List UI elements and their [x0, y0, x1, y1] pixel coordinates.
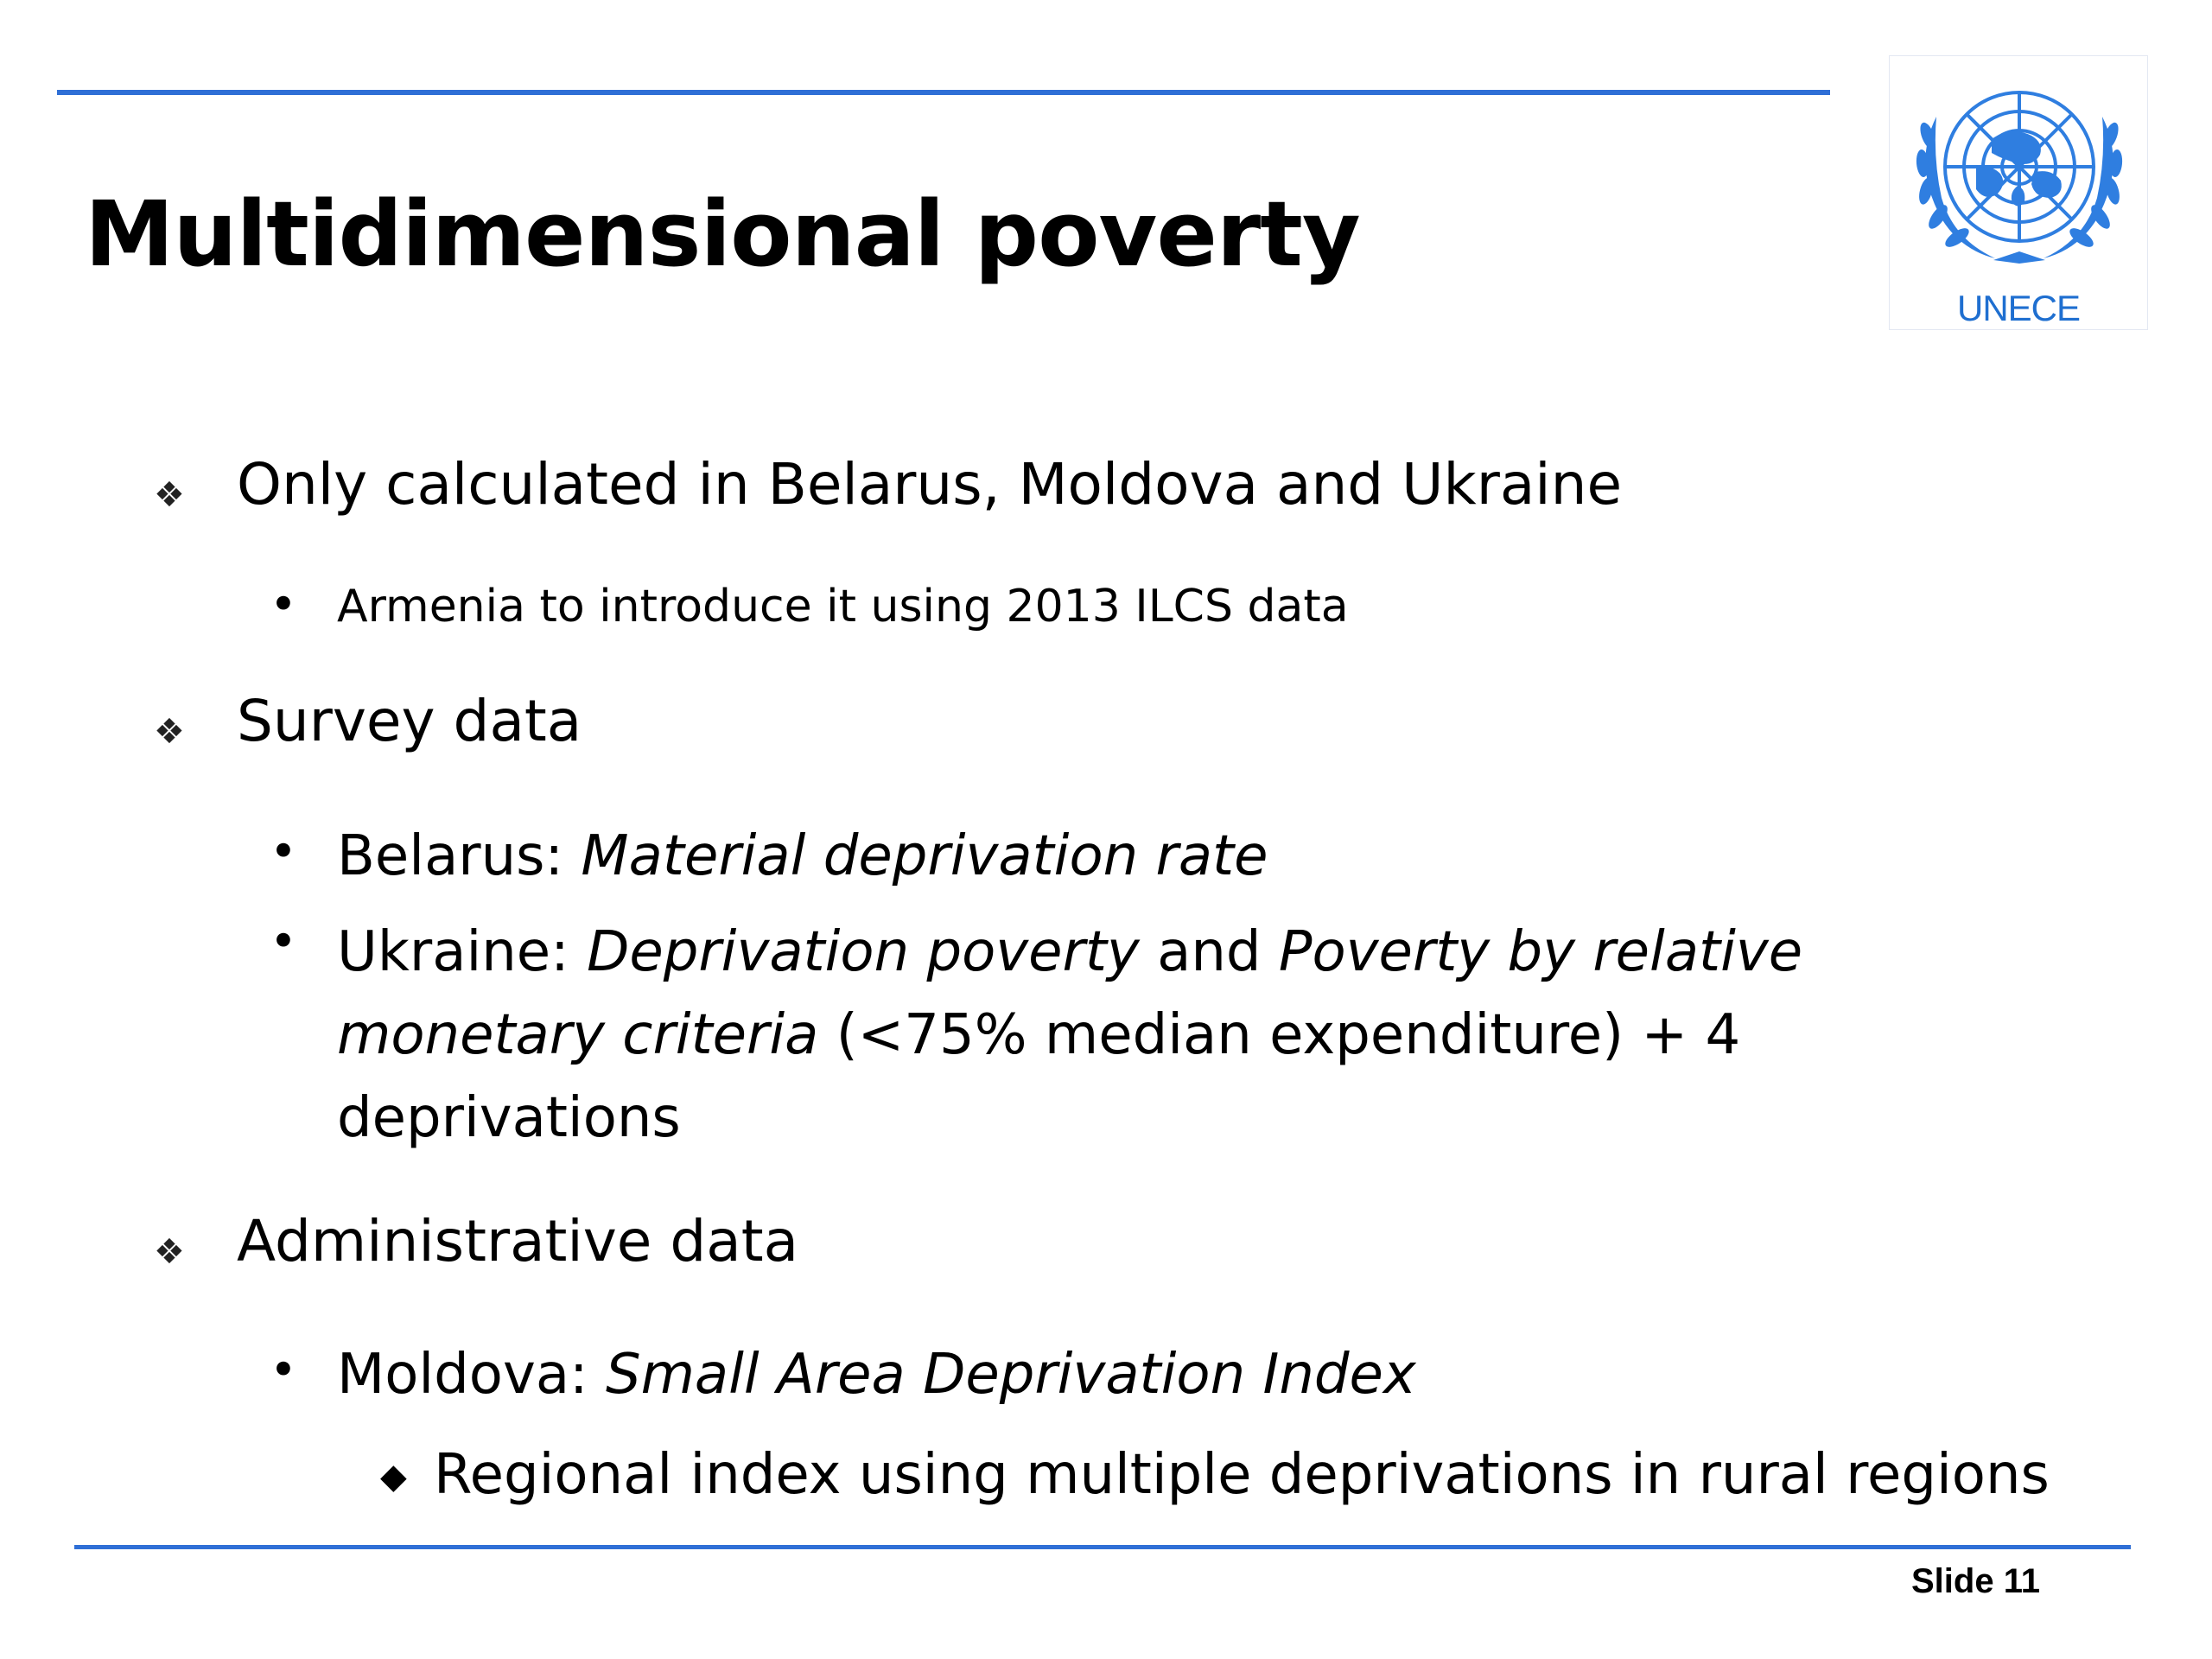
diamond-bullet-icon: ❖ [154, 1232, 185, 1272]
bottom-divider [74, 1545, 2131, 1549]
slide-number: Slide 11 [1911, 1562, 2040, 1600]
dot-bullet-icon: • [270, 577, 297, 632]
dot-bullet-icon: • [270, 914, 297, 969]
diamond-bullet-icon: ❖ [154, 475, 185, 515]
un-emblem-icon [1916, 91, 2123, 264]
top-divider [57, 90, 1830, 95]
unece-logo: UNECE [1889, 55, 2148, 330]
diamond-bullet-icon: ❖ [154, 712, 185, 752]
slide-title: Multidimensional poverty [85, 181, 1361, 287]
logo-wordmark: UNECE [1956, 288, 2081, 328]
dot-bullet-icon: • [270, 1343, 297, 1397]
dot-bullet-icon: • [270, 824, 297, 879]
diamond-small-bullet-icon: ◆ [380, 1457, 407, 1497]
